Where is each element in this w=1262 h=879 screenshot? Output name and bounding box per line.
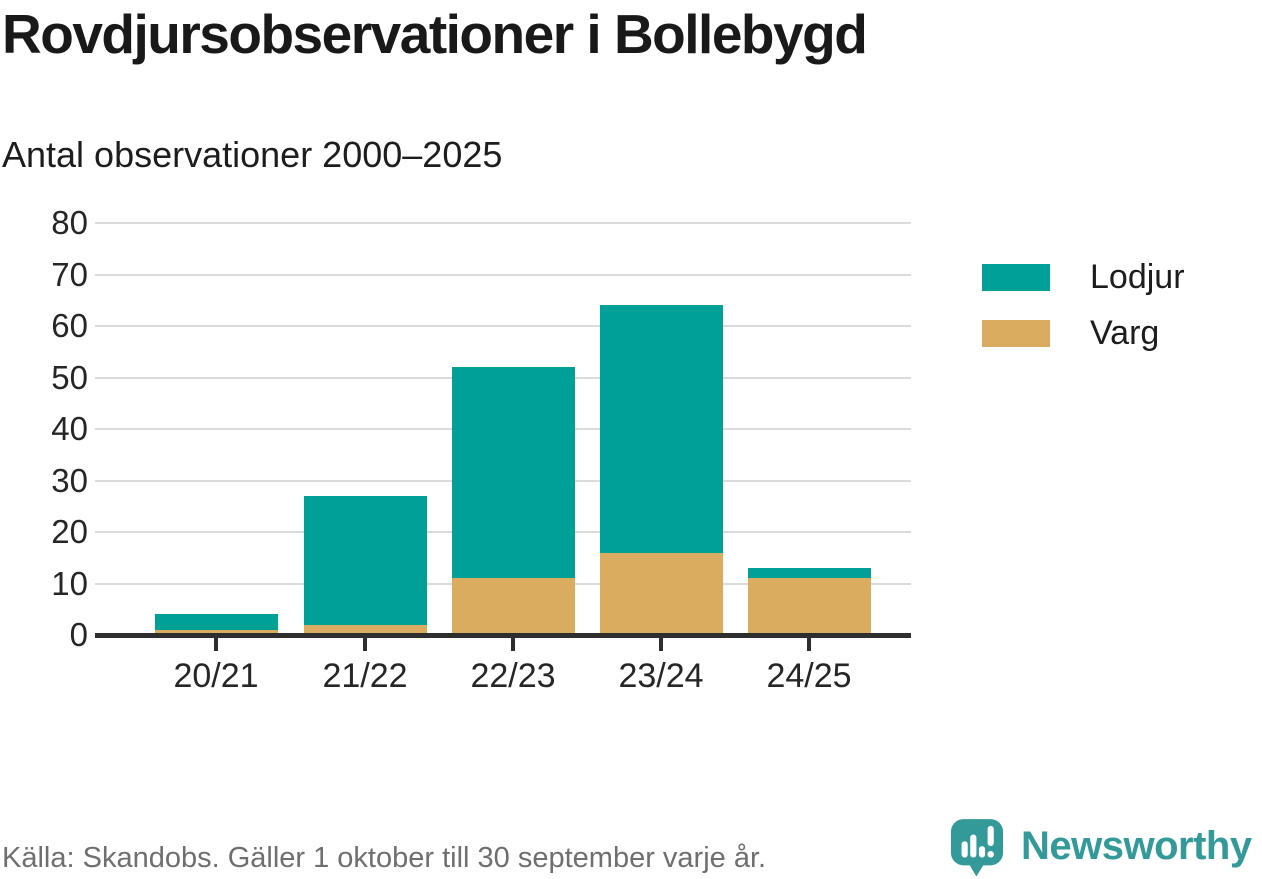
brand-name: Newsworthy [1021, 824, 1252, 868]
x-axis-line [95, 633, 911, 638]
legend-swatch-varg [982, 320, 1050, 347]
x-tick-label-21-22: 21/22 [322, 657, 408, 695]
bar-24-25-segment-lodjur [747, 568, 871, 579]
x-tick-24-25 [807, 638, 811, 651]
x-tick-label-24-25: 24/25 [766, 657, 852, 695]
bar-20-21-segment-lodjur [154, 614, 278, 630]
chart-subtitle: Antal observationer 2000–2025 [2, 134, 503, 175]
y-tick-label-30: 30 [51, 461, 88, 499]
x-tick-label-20-21: 20/21 [173, 657, 259, 695]
y-tick-label-20: 20 [51, 513, 88, 550]
brand-footer: Newsworthy [950, 818, 1252, 878]
gridline-60 [95, 325, 911, 327]
legend-label-varg: Varg [1090, 314, 1160, 352]
x-tick-20-21 [214, 638, 218, 651]
bar-22-23-segment-varg [451, 578, 575, 635]
newsworthy-logo-icon [950, 819, 1004, 877]
bar-20-21-segment-varg [154, 629, 278, 635]
y-tick-label-0: 0 [69, 616, 88, 653]
x-tick-21-22 [363, 638, 367, 651]
bar-23-24-segment-lodjur [599, 305, 723, 553]
x-tick-label-22-23: 22/23 [470, 657, 556, 695]
legend-row-lodjur: Lodjur [982, 258, 1185, 296]
bar-22-23-segment-lodjur [451, 367, 575, 579]
y-tick-label-70: 70 [51, 255, 88, 293]
y-tick-label-50: 50 [51, 358, 88, 396]
source-note: Källa: Skandobs. Gäller 1 oktober till 3… [2, 842, 767, 874]
logo-bar-1 [961, 841, 968, 858]
x-tick-23-24 [659, 638, 663, 651]
bar-21-22-segment-lodjur [303, 495, 427, 625]
legend-swatch-lodjur [982, 264, 1050, 291]
bar-21-22-segment-varg [303, 624, 427, 635]
gridline-80 [95, 222, 911, 224]
logo-bar-2 [970, 834, 977, 858]
x-tick-label-23-24: 23/24 [618, 657, 704, 695]
logo-exclamation-bar [987, 825, 994, 847]
legend: Lodjur Varg [982, 258, 1185, 376]
logo-bar-3 [978, 846, 986, 858]
x-tick-22-23 [511, 638, 515, 651]
legend-label-lodjur: Lodjur [1090, 258, 1185, 296]
y-tick-label-10: 10 [51, 564, 88, 602]
gridline-70 [95, 273, 911, 276]
bar-24-25-segment-varg [747, 578, 871, 635]
legend-row-varg: Varg [982, 314, 1185, 352]
chart-title: Rovdjursobservationer i Bollebygd [2, 3, 868, 65]
logo-exclamation-dot [987, 850, 994, 858]
bar-23-24-segment-varg [599, 552, 723, 635]
y-tick-label-60: 60 [51, 307, 88, 344]
y-tick-label-40: 40 [51, 410, 88, 447]
y-tick-label-80: 80 [51, 204, 88, 241]
